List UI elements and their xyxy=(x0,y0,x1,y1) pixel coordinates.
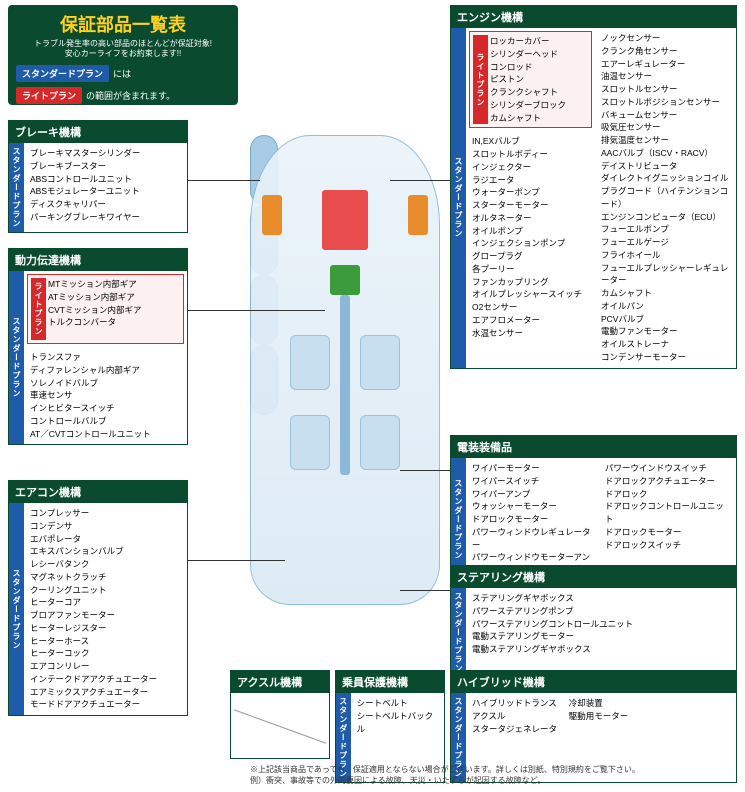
line xyxy=(185,180,260,181)
axle-header: アクスル機構 xyxy=(231,671,329,693)
car-diagram xyxy=(250,135,440,605)
vtab-light: ライトプラン xyxy=(31,278,46,340)
line xyxy=(185,560,285,561)
brake-r-part xyxy=(408,195,428,235)
shaft-part xyxy=(340,295,350,475)
engine-std-col1: IN,EXバルブスロットルボディーインジェクターラジエータウォーターポンプスター… xyxy=(466,131,595,343)
electrical-header: 電装装備品 xyxy=(451,436,736,458)
header-title: 保証部品一覧表 xyxy=(16,11,230,37)
footnote: ※上記該当商品であっても、保証適用とならない場合がございます。詳しくは別紙、特別… xyxy=(250,764,730,786)
plan-row-std: スタンダードプラン には xyxy=(16,65,230,82)
powertrain-light-box: ライトプラン MTミッション内部ギアATミッション内部ギアCVTミッション内部ギ… xyxy=(27,274,184,344)
powertrain-std-list: トランスファディファレンシャル内部ギアソレノイドバルブ車速センサインヒビタースイ… xyxy=(24,347,187,444)
steering-list: ステアリングギヤボックスパワーステアリングポンプパワーステアリングコントロールユ… xyxy=(466,588,639,677)
plan-row-light: ライトプラン の範囲が含まれます。 xyxy=(16,87,230,104)
engine-section: エンジン機構 スタンダードプラン ライトプラン ロッカーカバーシリンダーヘッドコ… xyxy=(450,5,737,369)
aircon-section: エアコン機構 スタンダードプラン コンプレッサーコンデンサエバポレータエキスパン… xyxy=(8,480,188,716)
seat-fl xyxy=(290,335,330,390)
axle-body xyxy=(231,693,329,758)
line xyxy=(185,310,325,311)
powertrain-section: 動力伝達機構 スタンダードプラン ライトプラン MTミッション内部ギアATミッシ… xyxy=(8,248,188,445)
axle-section: アクスル機構 xyxy=(230,670,330,759)
trans-part xyxy=(330,265,360,295)
occupant-header: 乗員保護機構 xyxy=(336,671,444,693)
seat-rr xyxy=(360,415,400,470)
brake-list: ブレーキマスターシリンダーブレーキブースターABSコントロールユニットABSモジ… xyxy=(24,143,146,232)
aircon-header: エアコン機構 xyxy=(9,481,187,503)
header-sub: トラブル発生率の高い部品のほとんどが保証対象! 安心カーライフをお約束します!! xyxy=(16,39,230,60)
electrical-col2: パワーウインドウスイッチドアロックアクチュエータードアロックドアロックコントロー… xyxy=(605,462,730,577)
vtab-std: スタンダードプラン xyxy=(9,143,24,232)
engine-header: エンジン機構 xyxy=(451,6,736,28)
vtab-std: スタンダードプラン xyxy=(9,271,24,444)
seat-rl xyxy=(290,415,330,470)
hybrid-header: ハイブリッド機構 xyxy=(451,671,736,693)
line xyxy=(400,590,450,591)
vtab-std: スタンダードプラン xyxy=(451,458,466,581)
brake-l-part xyxy=(262,195,282,235)
engine-light-box: ライトプラン ロッカーカバーシリンダーヘッドコンロッドピストンクランクシャフトシ… xyxy=(469,31,592,128)
powertrain-light-list: MTミッション内部ギアATミッション内部ギアCVTミッション内部ギアトルクコンバ… xyxy=(46,278,144,340)
engine-part xyxy=(322,190,368,250)
brake-section: ブレーキ機構 スタンダードプラン ブレーキマスターシリンダーブレーキブースターA… xyxy=(8,120,188,233)
engine-std-col2: ノックセンサークランク角センサーエアーレギュレーター油温センサースロットルセンサ… xyxy=(595,28,736,368)
brake-header: ブレーキ機構 xyxy=(9,121,187,143)
aircon-list: コンプレッサーコンデンサエバポレータエキスパンションバルブレシーバタンクマグネッ… xyxy=(24,503,163,715)
line xyxy=(390,180,450,181)
std-plan-badge: スタンダードプラン xyxy=(16,65,109,82)
light-plan-badge: ライトプラン xyxy=(16,87,82,104)
line xyxy=(400,470,450,471)
seat-fr xyxy=(360,335,400,390)
steering-section: ステアリング機構 スタンダードプラン ステアリングギヤボックスパワーステアリング… xyxy=(450,565,737,678)
header-box: 保証部品一覧表 トラブル発生率の高い部品のほとんどが保証対象! 安心カーライフを… xyxy=(8,5,238,105)
electrical-section: 電装装備品 スタンダードプラン ワイパーモーターワイパースイッチワイパーアンプウ… xyxy=(450,435,737,582)
vtab-light: ライトプラン xyxy=(473,35,488,124)
powertrain-header: 動力伝達機構 xyxy=(9,249,187,271)
steering-header: ステアリング機構 xyxy=(451,566,736,588)
vtab-std: スタンダードプラン xyxy=(451,28,466,368)
vtab-std: スタンダードプラン xyxy=(451,588,466,677)
diagram-wrap: 保証部品一覧表 トラブル発生率の高い部品のほとんどが保証対象! 安心カーライフを… xyxy=(0,0,745,792)
vtab-std: スタンダードプラン xyxy=(9,503,24,715)
electrical-col1: ワイパーモーターワイパースイッチワイパーアンプウォッシャーモータードアロックモー… xyxy=(472,462,597,577)
engine-light-list: ロッカーカバーシリンダーヘッドコンロッドピストンクランクシャフトシリンダーブロッ… xyxy=(488,35,568,124)
